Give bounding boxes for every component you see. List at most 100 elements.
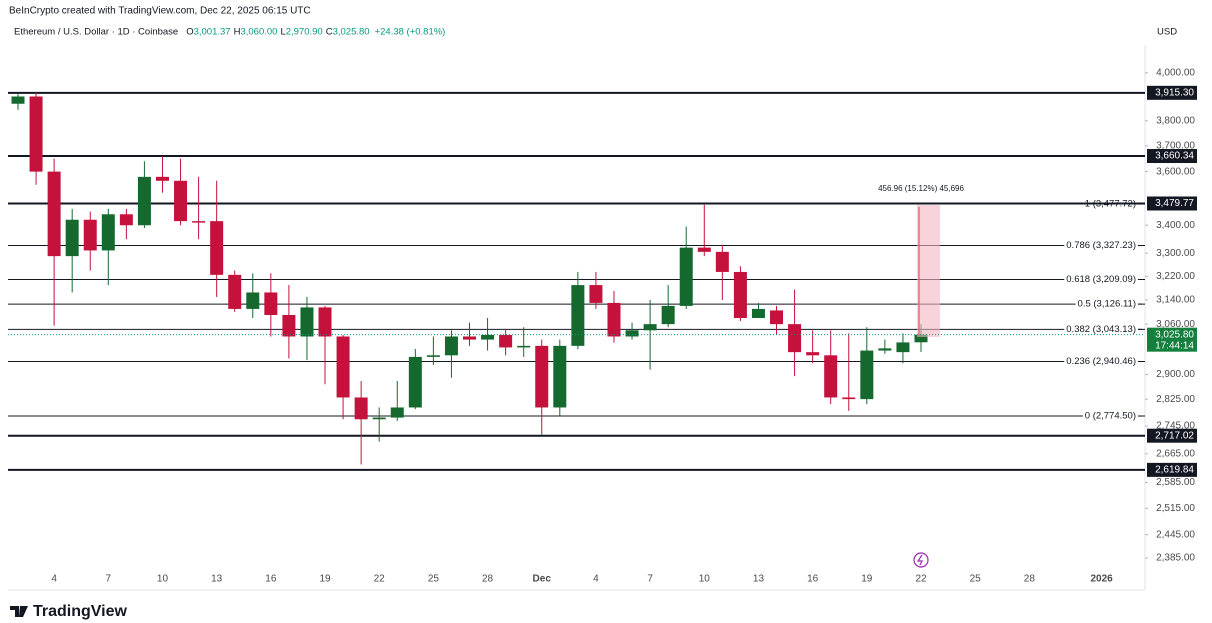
candle-body	[192, 221, 206, 223]
y-tick-label: 2,585.00	[1156, 477, 1195, 488]
candle-body	[661, 305, 675, 325]
legend-value: 3,001.37	[194, 27, 231, 38]
level-badge	[1147, 428, 1197, 443]
level-label: 3,660.34	[1155, 151, 1194, 162]
countdown: 17:44:14	[1155, 340, 1194, 351]
fib-label: 0.236 (2,940.46)	[1066, 356, 1136, 367]
measure-label: 456.96 (15.12%) 45,696	[878, 184, 964, 193]
candle-body	[444, 336, 458, 356]
candle-body	[896, 342, 910, 353]
x-tick-label: 10	[157, 574, 169, 585]
measure-box	[917, 205, 940, 337]
x-tick-label: 19	[861, 574, 873, 585]
x-tick-label: 10	[699, 574, 711, 585]
candle-body	[264, 292, 278, 315]
candle-body	[715, 251, 729, 272]
fib-label: 0.5 (3,126.11)	[1078, 299, 1136, 310]
candle-body	[65, 219, 79, 257]
x-tick-label: 7	[106, 574, 112, 585]
candle-body	[788, 324, 802, 353]
candle-body	[643, 324, 657, 331]
candle-body	[101, 214, 115, 251]
legend-key: C	[326, 27, 333, 38]
candle-body	[137, 176, 151, 226]
candle-body	[914, 334, 928, 343]
brand-logo	[10, 606, 28, 617]
candle-body	[589, 285, 603, 303]
event-icon	[913, 552, 929, 568]
level-badge	[1147, 85, 1197, 100]
y-tick-label: 2,745.00	[1156, 421, 1195, 432]
level-badge	[1147, 149, 1197, 164]
candle-body	[679, 247, 693, 306]
candle-body	[553, 345, 567, 408]
legend-key: H	[234, 27, 241, 38]
x-tick-label: 28	[1024, 574, 1036, 585]
x-tick-label: 28	[482, 574, 494, 585]
fib-label-bg	[1064, 239, 1138, 252]
x-tick-label: Dec	[533, 574, 552, 585]
y-tick-label: 3,300.00	[1156, 248, 1195, 259]
legend-key: O	[186, 27, 193, 38]
logo-marker	[913, 552, 929, 568]
candle-body	[390, 407, 404, 418]
y-tick-label: 3,220.00	[1156, 271, 1195, 282]
x-tick-label: 7	[647, 574, 653, 585]
y-tick-label: 3,140.00	[1156, 295, 1195, 306]
currency: USD	[1157, 27, 1177, 38]
current-price-badge	[1147, 327, 1197, 352]
fib-label: 0.382 (3,043.13)	[1066, 324, 1136, 335]
candle-body	[824, 355, 838, 398]
candle-body	[29, 96, 43, 172]
event-icon-bolt	[916, 554, 923, 566]
measure-tool: 456.96 (15.12%) 45,696	[878, 184, 964, 337]
x-tick-label: 2026	[1090, 574, 1113, 585]
x-tick-label: 13	[753, 574, 765, 585]
candle-body	[47, 171, 61, 257]
x-tick-label: 4	[593, 574, 599, 585]
candle-body	[733, 271, 747, 319]
candle-body	[282, 314, 296, 337]
level-label: 3,479.77	[1155, 198, 1194, 209]
y-tick-label: 2,385.00	[1156, 553, 1195, 564]
current-price-label: 3,025.80	[1155, 329, 1194, 340]
symbol: Ethereum / U.S. Dollar · 1D · Coinbase	[14, 27, 178, 38]
x-tick-label: 25	[970, 574, 982, 585]
level-label: 3,915.30	[1155, 87, 1194, 98]
y-tick-label: 4,000.00	[1156, 67, 1195, 78]
candle-body	[499, 334, 513, 348]
x-tick-label: 22	[374, 574, 386, 585]
y-tick-label: 3,700.00	[1156, 141, 1195, 152]
y-tick-label: 2,665.00	[1156, 448, 1195, 459]
x-tick-label: 16	[807, 574, 819, 585]
candle-body	[408, 356, 422, 408]
candle-body	[372, 417, 386, 420]
x-tick-label: 4	[51, 574, 57, 585]
candle-body	[354, 397, 368, 420]
fib-label: 0 (2,774.50)	[1085, 411, 1136, 422]
candle-body	[426, 355, 440, 357]
fib-label-bg	[1064, 273, 1138, 286]
level-badge	[1147, 196, 1197, 211]
fib-label: 0.786 (3,327.23)	[1066, 240, 1136, 251]
legend-value: 3,025.80	[333, 27, 370, 38]
candle-body	[625, 330, 639, 337]
x-tick-label: 13	[211, 574, 223, 585]
candle-body	[806, 352, 820, 356]
candle-body	[535, 345, 549, 408]
x-tick-label: 22	[915, 574, 927, 585]
fib-label-bg	[1064, 323, 1138, 336]
candle-body	[878, 348, 892, 351]
x-tick-label: 19	[319, 574, 331, 585]
candle-body	[246, 292, 260, 309]
credit: BeInCrypto created with TradingView.com,…	[9, 6, 311, 17]
candle-body	[842, 397, 856, 400]
x-tick-label: 25	[428, 574, 440, 585]
legend-key: L	[280, 27, 285, 38]
x-tick-label: 16	[265, 574, 277, 585]
fib-label-bg	[1082, 410, 1138, 423]
y-tick-label: 3,600.00	[1156, 166, 1195, 177]
